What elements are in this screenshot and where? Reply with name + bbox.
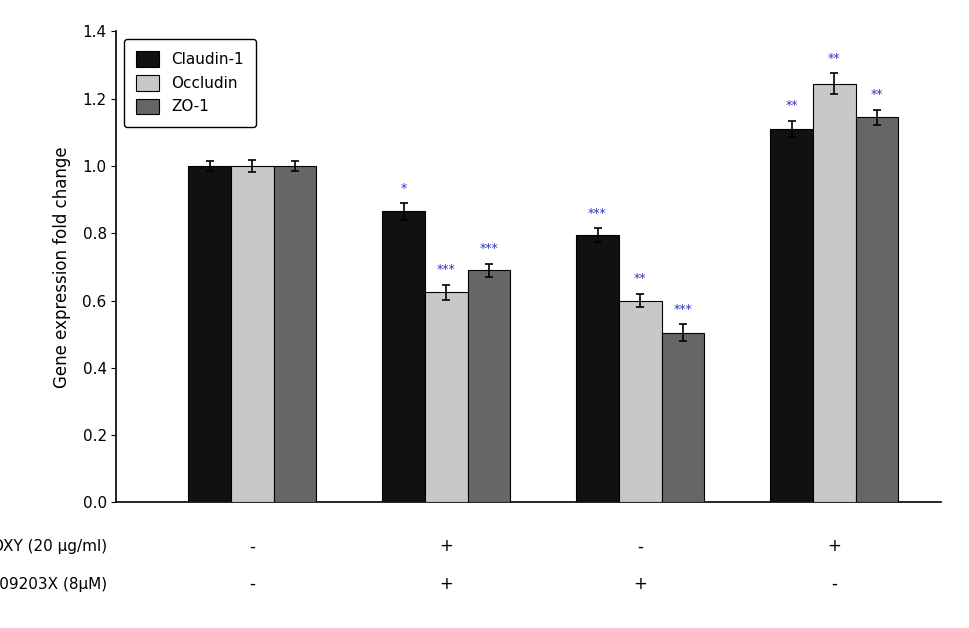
Text: ***: *** xyxy=(672,303,692,316)
Text: -: - xyxy=(249,575,255,593)
Text: +: + xyxy=(827,538,840,555)
Bar xyxy=(467,270,510,502)
Text: **: ** xyxy=(785,99,797,112)
Bar xyxy=(382,212,424,502)
Text: ***: *** xyxy=(436,263,455,276)
Bar xyxy=(812,84,855,502)
Bar xyxy=(231,166,273,502)
Bar xyxy=(188,166,231,502)
Bar xyxy=(618,301,661,502)
Text: +: + xyxy=(439,538,453,555)
Text: -: - xyxy=(637,538,642,555)
Bar xyxy=(273,166,316,502)
Bar xyxy=(769,129,812,502)
Text: -: - xyxy=(249,538,255,555)
Text: OXY (20 μg/ml): OXY (20 μg/ml) xyxy=(0,539,107,554)
Y-axis label: Gene expression fold change: Gene expression fold change xyxy=(53,146,72,387)
Bar xyxy=(576,235,618,502)
Text: +: + xyxy=(633,575,646,593)
Text: **: ** xyxy=(870,89,882,101)
Text: ***: *** xyxy=(587,207,607,220)
Text: **: ** xyxy=(634,273,645,285)
Legend: Claudin-1, Occludin, ZO-1: Claudin-1, Occludin, ZO-1 xyxy=(124,39,256,127)
Bar xyxy=(855,117,897,502)
Text: GF109203X (8μM): GF109203X (8μM) xyxy=(0,577,107,592)
Bar xyxy=(424,292,467,502)
Text: **: ** xyxy=(828,52,839,65)
Text: +: + xyxy=(439,575,453,593)
Text: ***: *** xyxy=(479,242,498,255)
Text: *: * xyxy=(400,181,406,195)
Bar xyxy=(661,332,703,502)
Text: -: - xyxy=(830,575,836,593)
